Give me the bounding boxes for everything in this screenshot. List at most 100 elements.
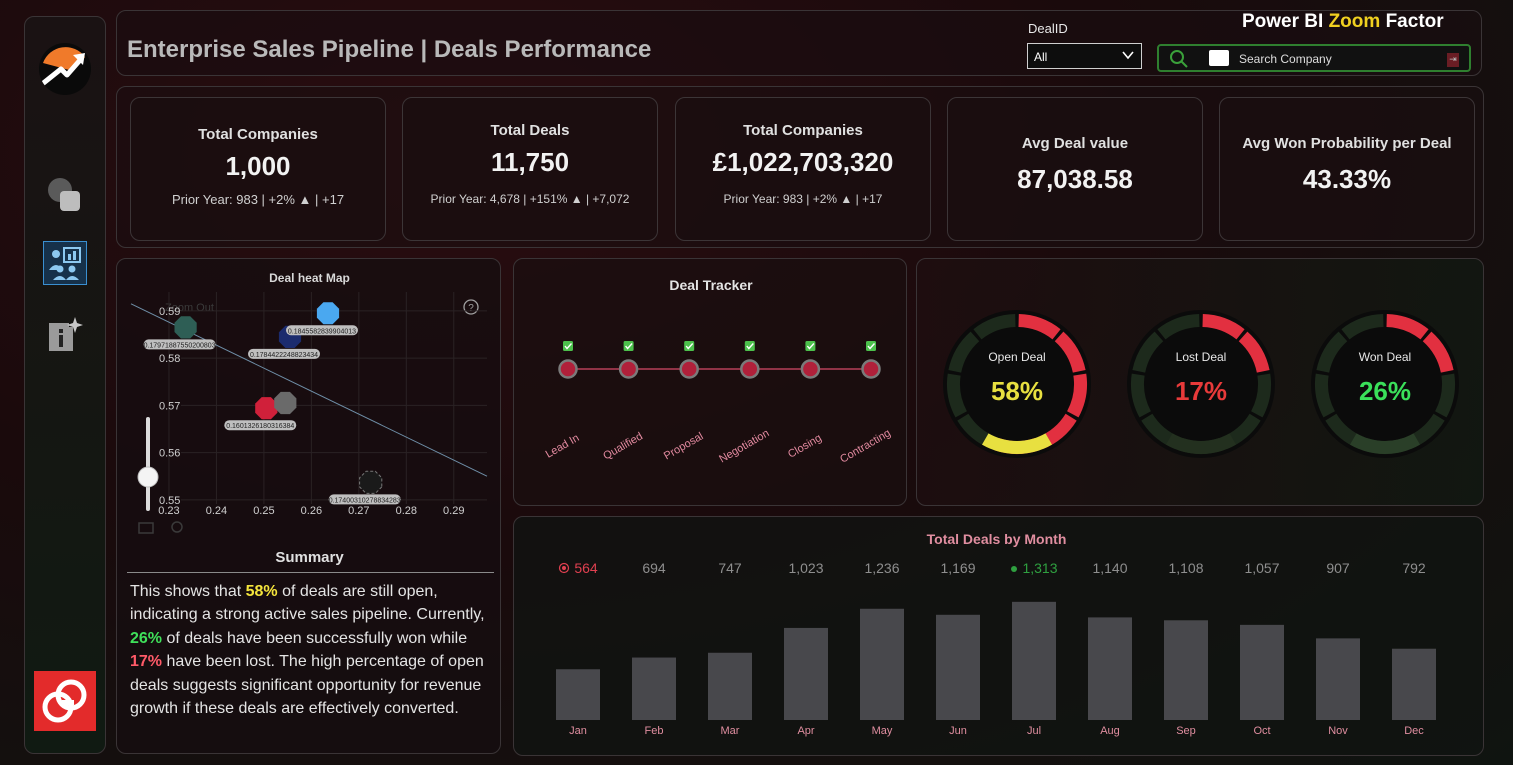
summary-divider <box>127 572 494 573</box>
month-bar[interactable] <box>1240 624 1284 720</box>
month-value-label: 907 <box>1326 560 1350 576</box>
month-value-label: 1,057 <box>1244 560 1279 576</box>
gauge-segment <box>1132 331 1164 373</box>
zoom-slider[interactable] <box>137 417 159 511</box>
select-tool-icons[interactable] <box>138 521 183 534</box>
month-bar[interactable] <box>1316 638 1360 720</box>
month-bar[interactable] <box>632 657 676 720</box>
month-bar[interactable] <box>1392 648 1436 720</box>
month-bar[interactable] <box>1164 620 1208 720</box>
dealid-label: DealID <box>1028 21 1068 36</box>
brand-logo-icon[interactable] <box>34 671 96 731</box>
x-tick-label: 0.26 <box>301 505 322 517</box>
tracker-stage[interactable]: Negotiation <box>717 341 771 466</box>
month-value-label: 1,236 <box>864 560 899 576</box>
tracker-stage[interactable]: Qualified <box>601 341 645 462</box>
check-icon <box>684 341 695 351</box>
kpi-title: Total Companies <box>198 126 318 143</box>
team-chart-icon[interactable] <box>43 241 87 285</box>
gauge-segment <box>947 373 967 418</box>
month-label: Dec <box>1404 725 1424 737</box>
month-bar[interactable] <box>936 614 980 720</box>
tracker-stage[interactable]: Contracting <box>838 341 893 466</box>
summary-title: Summary <box>275 549 344 566</box>
gauge-segment <box>1054 331 1086 373</box>
scatter-point[interactable] <box>255 397 278 420</box>
gauge-segment <box>1316 331 1348 373</box>
x-tick-label: 0.25 <box>253 505 274 517</box>
kpi-value: £1,022,703,320 <box>712 147 894 177</box>
help-icon[interactable]: ? <box>463 299 479 315</box>
x-tick-label: 0.29 <box>443 505 464 517</box>
kpi-card-total-companies: Total Companies 1,000 Prior Year: 983 | … <box>130 97 386 241</box>
kpi-card-total-deals: Total Deals 11,750 Prior Year: 4,678 | +… <box>402 97 658 241</box>
kpi-sub: Prior Year: 4,678 | +151% ▲ | +7,072 <box>430 192 630 206</box>
gauge-segment <box>1315 373 1335 418</box>
monthly-deals-chart[interactable]: Jan 564 Feb 694 Mar 747 Apr 1,023 May 1,236 Jun 1,1… <box>514 517 1485 757</box>
stage-label: Lead In <box>544 432 582 461</box>
month-bar[interactable] <box>556 669 600 720</box>
gauge-value: 17% <box>1175 376 1227 406</box>
month-label: Feb <box>645 725 664 737</box>
summary-open-pct: 58% <box>245 583 278 600</box>
month-bar[interactable] <box>1012 601 1056 720</box>
month-bar[interactable] <box>860 608 904 720</box>
month-label: Nov <box>1328 725 1348 737</box>
month-value-label: 1,313 <box>1022 560 1057 576</box>
month-label: Jun <box>949 725 967 737</box>
point-label: 0.1784422248823434 <box>250 352 318 359</box>
point-label-bg <box>328 494 401 505</box>
deal-tracker-title: Deal Tracker <box>669 277 753 293</box>
deal-status-gauges: Open Deal 58% Lost Deal 17% Won Deal 26% <box>916 258 1484 506</box>
info-sparkle-icon[interactable] <box>45 315 85 355</box>
gauge-accent-segment <box>1350 433 1420 454</box>
kpi-value: 43.33% <box>1302 164 1392 194</box>
gauge-1[interactable]: Lost Deal 17% <box>1127 310 1275 458</box>
summary-won-pct: 26% <box>130 629 163 647</box>
monthly-deals-panel: Total Deals by Month Jan 564 Feb 694 Mar 747 A… <box>513 516 1484 756</box>
tracker-stage[interactable]: Proposal <box>662 341 706 462</box>
check-icon <box>623 341 634 351</box>
month-value-label: 792 <box>1402 560 1426 576</box>
scatter-point[interactable] <box>174 316 197 339</box>
month-bar[interactable] <box>1088 617 1132 720</box>
y-tick-label: 0.56 <box>159 448 180 460</box>
growth-arrow-icon[interactable] <box>39 43 91 95</box>
shapes-icon[interactable] <box>45 177 85 217</box>
gauge-accent-segment <box>1166 433 1236 454</box>
gauge-segment <box>1251 373 1271 418</box>
tracker-stage[interactable]: Lead In <box>544 341 582 461</box>
gauge-segment <box>1435 373 1455 418</box>
search-box[interactable]: ⇥ <box>1157 44 1471 72</box>
gauge-bezel <box>1127 310 1275 458</box>
dealid-dropdown[interactable]: All <box>1027 43 1142 69</box>
y-tick-label: 0.58 <box>159 353 180 365</box>
gauge-0[interactable]: Open Deal 58% <box>943 310 1091 458</box>
kpi-title: Avg Deal value <box>1021 135 1129 152</box>
search-icon <box>1169 49 1189 73</box>
gauge-segment <box>1067 373 1087 418</box>
deal-tracker-panel: Deal Tracker Lead In Qualified Proposal Neg… <box>513 258 907 506</box>
header: Enterprise Sales Pipeline | Deals Perfor… <box>116 10 1482 76</box>
month-bar[interactable] <box>784 627 828 720</box>
scatter-point[interactable] <box>274 391 297 415</box>
month-value-label: 1,169 <box>940 560 975 576</box>
point-label: 0.17971887550200803 <box>144 342 216 349</box>
search-go-icon[interactable]: ⇥ <box>1447 53 1459 67</box>
stage-label: Qualified <box>601 430 645 462</box>
y-tick-label: 0.59 <box>159 306 180 318</box>
gauge-2[interactable]: Won Deal 26% <box>1311 310 1459 458</box>
x-tick-label: 0.28 <box>396 505 417 517</box>
scatter-point[interactable] <box>359 470 383 494</box>
summary-text: This shows that 58% of deals are still o… <box>130 583 485 718</box>
month-bar[interactable] <box>708 652 752 720</box>
tracker-stage[interactable]: Closing <box>786 341 824 461</box>
scatter-point[interactable] <box>316 302 340 325</box>
search-input[interactable] <box>1239 50 1439 68</box>
gauge-label: Won Deal <box>1359 350 1411 364</box>
heatmap-chart[interactable]: Zoom Out ? 0.179718875502008030.17844222… <box>117 259 502 549</box>
svg-text:?: ? <box>468 303 474 314</box>
gauge-segment <box>1157 314 1200 340</box>
chevron-down-icon <box>1121 48 1135 65</box>
select-all-checkbox[interactable] <box>1209 50 1229 66</box>
